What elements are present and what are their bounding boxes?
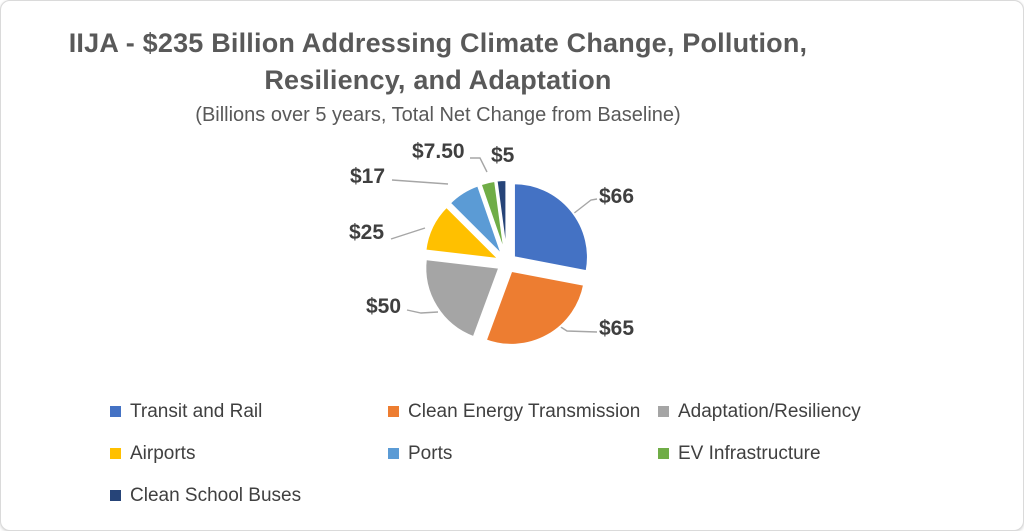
pie-slice-airports	[424, 205, 500, 261]
legend-swatch-icon	[110, 406, 121, 417]
value-label-ev-infrastructure: $7.50	[412, 140, 465, 163]
legend-item-clean-school-buses: Clean School Buses	[110, 483, 388, 508]
legend-swatch-icon	[658, 406, 669, 417]
pie-slice-clean-energy-transmission	[484, 269, 586, 346]
chart-title-block: IIJA - $235 Billion Addressing Climate C…	[38, 25, 838, 129]
legend-item-airports: Airports	[110, 441, 388, 466]
leader-line	[391, 179, 449, 185]
legend-label: Ports	[408, 442, 453, 464]
pie-slice-ports	[448, 184, 504, 257]
legend-item-ports: Ports	[388, 441, 658, 466]
chart-subtitle: (Billions over 5 years, Total Net Change…	[195, 104, 681, 126]
legend-label: Clean School Buses	[130, 484, 302, 506]
value-label-airports: $25	[349, 221, 385, 244]
pie-slice-transit-and-rail	[512, 182, 589, 273]
legend-label: EV Infrastructure	[678, 442, 821, 464]
legend-label: Transit and Rail	[130, 400, 263, 422]
leader-line	[572, 198, 598, 215]
legend-label: Airports	[130, 442, 196, 464]
legend-label: Adaptation/Resiliency	[678, 400, 861, 422]
value-label-adaptation-resiliency: $50	[366, 295, 402, 318]
value-label-clean-school-buses: $5	[491, 144, 515, 167]
value-label-ports: $17	[350, 165, 386, 188]
pie-slice-adaptation-resiliency	[424, 258, 501, 339]
legend-label: Clean Energy Transmission	[408, 400, 641, 422]
pie-slice-clean-school-buses	[495, 179, 508, 256]
legend-swatch-icon	[388, 448, 399, 459]
chart-title-line-1: IIJA - $235 Billion Addressing Climate C…	[68, 28, 808, 58]
chart-legend: Transit and Rail Clean Energy Transmissi…	[110, 399, 970, 508]
chart-title-line-2: Resiliency, and Adaptation	[264, 65, 612, 95]
value-label-clean-energy-transmission: $65	[599, 317, 635, 340]
pie-slices	[424, 179, 589, 346]
legend-item-clean-energy-transmission: Clean Energy Transmission	[388, 399, 658, 424]
legend-item-transit-and-rail: Transit and Rail	[110, 399, 388, 424]
leader-line	[406, 309, 439, 314]
legend-swatch-icon	[110, 490, 121, 501]
pie-slice-ev-infrastructure	[479, 179, 506, 256]
legend-item-adaptation-resiliency: Adaptation/Resiliency	[658, 399, 970, 424]
legend-swatch-icon	[388, 406, 399, 417]
leader-line	[470, 157, 488, 173]
leader-line	[390, 227, 426, 240]
value-label-transit-and-rail: $66	[599, 185, 635, 208]
legend-swatch-icon	[658, 448, 669, 459]
legend-swatch-icon	[110, 448, 121, 459]
legend-item-ev-infrastructure: EV Infrastructure	[658, 441, 970, 466]
